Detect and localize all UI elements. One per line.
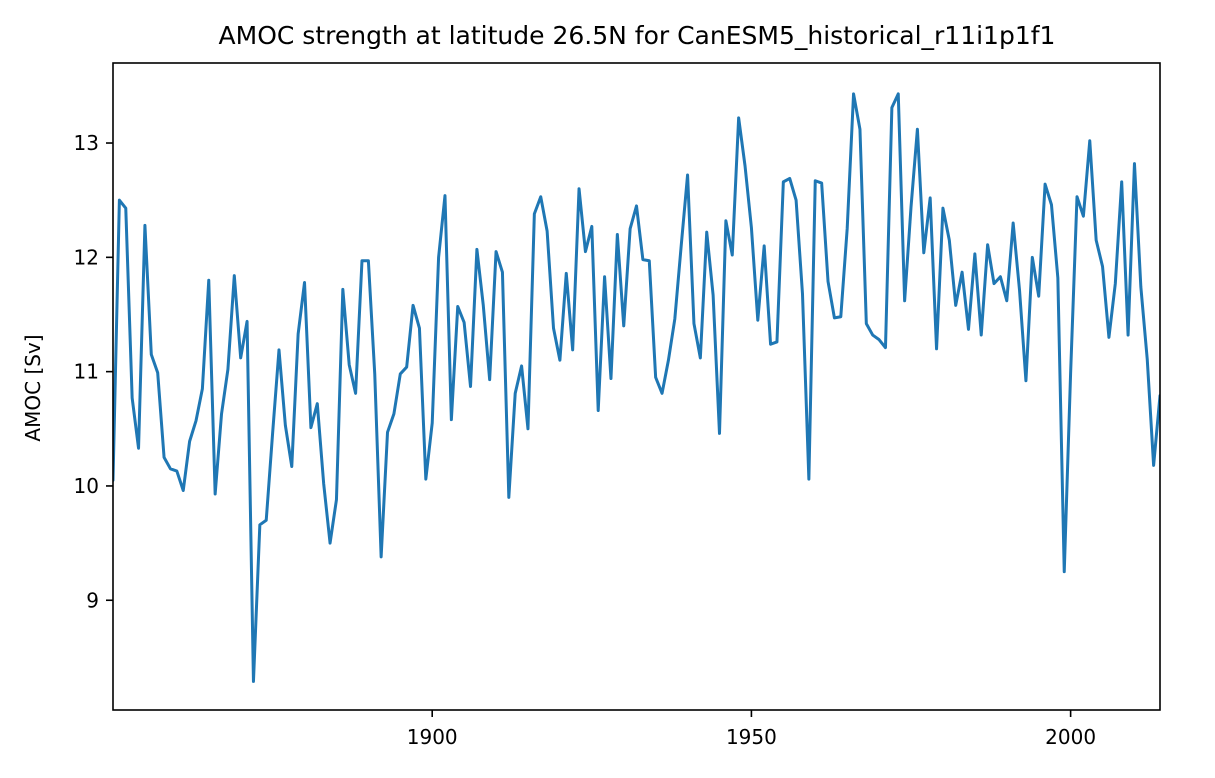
x-tick-label: 1950 [726,725,777,749]
y-tick-label: 12 [74,245,99,269]
y-tick-label: 13 [74,131,99,155]
y-tick-label: 9 [86,588,99,612]
series-line [113,92,1160,683]
axes-frame [112,62,1161,711]
plot-area: 1900 1950 2000 9 10 11 12 13 [74,62,1161,749]
y-axis-label: AMOC [Sv] [21,334,45,441]
x-tick-label: 2000 [1045,725,1096,749]
chart-title: AMOC strength at latitude 26.5N for CanE… [219,21,1056,50]
x-tick-label: 1900 [407,725,458,749]
y-tick-label: 10 [74,474,99,498]
y-tick-label: 11 [74,360,99,384]
